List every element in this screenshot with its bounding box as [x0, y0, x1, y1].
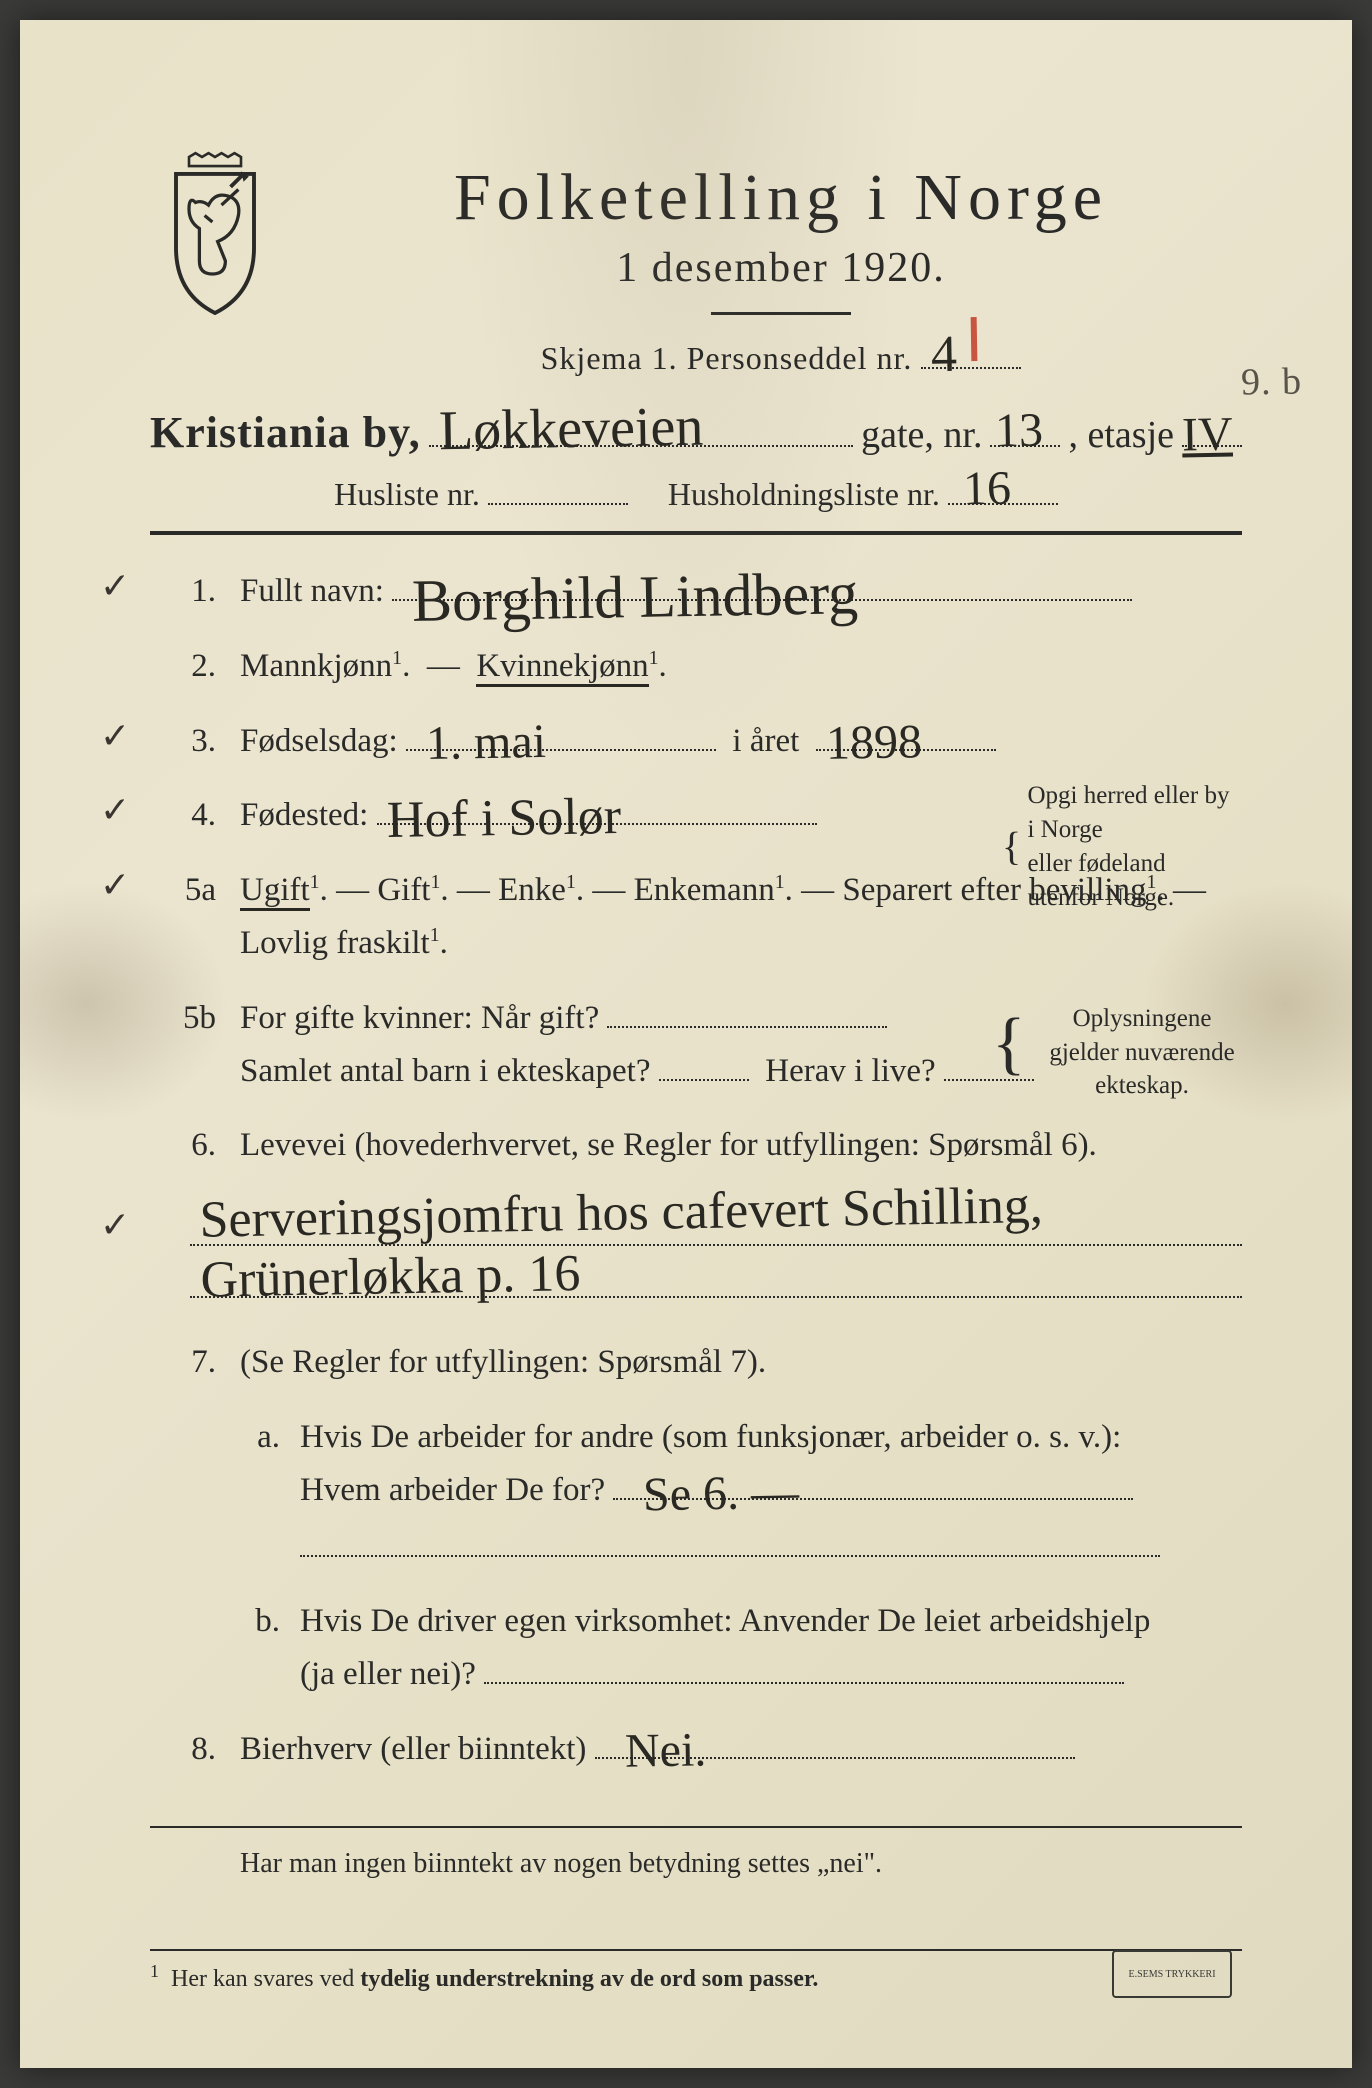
q4-note1: Opgi herred eller by i Norge — [1027, 782, 1229, 843]
q2-female: Kvinnekjønn — [476, 648, 648, 687]
main-title: Folketelling i Norge — [320, 160, 1242, 236]
street-name: Løkkeveien — [438, 395, 703, 464]
question-8: 8. Bierhverv (eller biinntekt) Nei. — [150, 1723, 1242, 1776]
q7b-text1: Hvis De driver egen virksomhet: Anvender… — [300, 1603, 1150, 1639]
printer-stamp: E.SEMS TRYKKERI — [1112, 1950, 1232, 1998]
footnote: 1 Her kan svares ved tydelig understrekn… — [150, 1949, 1242, 1993]
full-name: Borghild Lindberg — [411, 545, 859, 649]
q8-num: 8. — [150, 1731, 240, 1768]
address-line: Kristiania by, Løkkeveien gate, nr. 13 ,… — [150, 407, 1242, 458]
q7a-text2: Hvem arbeider De for? — [300, 1472, 605, 1508]
checkmark-icon: ✓ — [100, 1204, 130, 1246]
q7-label: (Se Regler for utfyllingen: Spørsmål 7). — [240, 1336, 1242, 1389]
etasje-val: IV — [1182, 407, 1234, 463]
header: Folketelling i Norge 1 desember 1920. Sk… — [150, 140, 1242, 377]
checkmark-icon: ✓ — [100, 565, 130, 607]
q5b-num: 5b — [150, 1000, 240, 1037]
gate-nr: 13 — [995, 403, 1044, 459]
pencil-annotation: 9. b — [1241, 359, 1303, 404]
q5b-s1: Oplysningene — [1073, 1005, 1212, 1032]
question-6: 6. Levevei (hovederhvervet, se Regler fo… — [150, 1119, 1242, 1172]
q6-label: Levevei (hovederhvervet, se Regler for u… — [240, 1119, 1242, 1172]
q5b-line1: For gifte kvinner: Når gift? — [240, 1000, 599, 1036]
q5a-opt3: Enkemann — [634, 872, 775, 908]
title-rule — [711, 312, 851, 315]
husliste-label: Husliste nr. — [334, 476, 480, 512]
q3-num: 3. — [150, 723, 240, 760]
question-2: 2. Mannkjønn1. — Kvinnekjønn1. — [150, 640, 1242, 693]
q7b-label: b. — [150, 1603, 300, 1640]
checkmark-icon: ✓ — [100, 715, 130, 757]
q5a-opt1: Gift — [377, 872, 430, 908]
q8-label: Bierhverv (eller biinntekt) — [240, 1731, 586, 1767]
etasje-label: , etasje — [1068, 413, 1174, 457]
checkmark-icon: ✓ — [100, 789, 130, 831]
question-4: ✓ 4. Fødested: Hof i Solør { Opgi herred… — [150, 789, 1242, 842]
q5b-s2: gjelder nuværende — [1049, 1039, 1234, 1066]
question-7: 7. (Se Regler for utfyllingen: Spørsmål … — [150, 1336, 1242, 1389]
q6-answer: Serveringsjomfru hos cafevert Schilling,… — [199, 1173, 1201, 1310]
q2-num: 2. — [150, 648, 240, 685]
question-7b: b. Hvis De driver egen virksomhet: Anven… — [150, 1595, 1242, 1701]
q2-male: Mannkjønn — [240, 648, 392, 684]
question-1: ✓ 1. Fullt navn: Borghild Lindberg — [150, 565, 1242, 618]
q6-num: 6. — [150, 1127, 240, 1164]
q5a-last: Lovlig fraskilt — [240, 925, 430, 961]
footnote-text: Her kan svares ved tydelig understreknin… — [171, 1966, 818, 1992]
q5b-s3: ekteskap. — [1095, 1072, 1189, 1099]
q7a-label: a. — [150, 1419, 300, 1456]
question-3: ✓ 3. Fødselsdag: 1. mai i året 1898 — [150, 715, 1242, 768]
city-label: Kristiania by, — [150, 407, 421, 458]
birthplace: Hof i Solør — [386, 775, 621, 862]
husliste-line: Husliste nr. Husholdningsliste nr. 16 — [150, 476, 1242, 513]
q5a-opt4: Separert efter bevilling — [842, 872, 1146, 908]
q5b-line2b: Herav i live? — [765, 1053, 935, 1089]
birth-year: 1898 — [825, 704, 922, 782]
coat-of-arms-icon — [150, 150, 280, 320]
q7a-text1: Hvis De arbeider for andre (som funksjon… — [300, 1419, 1121, 1455]
question-5a: ✓ 5a Ugift1. — Gift1. — Enke1. — Enkeman… — [150, 864, 1242, 970]
title-block: Folketelling i Norge 1 desember 1920. Sk… — [320, 140, 1242, 377]
q4-label: Fødested: — [240, 797, 368, 833]
q5a-opt0: Ugift — [240, 872, 310, 911]
red-mark — [971, 317, 982, 361]
q1-num: 1. — [150, 573, 240, 610]
q3-mid: i året — [732, 723, 799, 759]
census-form-page: Folketelling i Norge 1 desember 1920. Sk… — [20, 20, 1352, 2068]
q5a-opt2: Enke — [498, 872, 566, 908]
birth-day: 1. mai — [425, 704, 546, 783]
q5b-line2a: Samlet antal barn i ekteskapet? — [240, 1053, 651, 1089]
q4-num: 4. — [150, 797, 240, 834]
q8-note: Har man ingen biinntekt av nogen betydni… — [240, 1848, 1242, 1880]
q6-answer-area: ✓ Serveringsjomfru hos cafevert Schillin… — [190, 1194, 1242, 1314]
skjema-line: Skjema 1. Personseddel nr. 4 9. b — [320, 340, 1242, 377]
q7-num: 7. — [150, 1344, 240, 1381]
hushold-nr: 16 — [962, 461, 1011, 517]
divider-2 — [150, 1826, 1242, 1828]
subtitle: 1 desember 1920. — [320, 244, 1242, 292]
q1-label: Fullt navn: — [240, 573, 384, 609]
stamp-text: E.SEMS TRYKKERI — [1128, 1969, 1215, 1980]
gate-label: gate, nr. — [861, 413, 982, 457]
q3-label: Fødselsdag: — [240, 723, 398, 759]
checkmark-icon: ✓ — [100, 864, 130, 906]
hushold-label: Husholdningsliste nr. — [668, 476, 940, 512]
q8-answer: Nei. — [624, 1712, 707, 1790]
q5a-num: 5a — [150, 872, 240, 909]
q7b-text2: (ja eller nei)? — [300, 1656, 476, 1692]
footnote-marker: 1 — [150, 1961, 159, 1981]
q5b-side-note: { Oplysningene gjelder nuværende ekteska… — [1012, 1002, 1272, 1103]
divider-1 — [150, 531, 1242, 535]
question-7a: a. Hvis De arbeider for andre (som funks… — [150, 1411, 1242, 1573]
skjema-label: Skjema 1. Personseddel nr. — [541, 340, 913, 376]
seddel-nr: 4 — [931, 325, 959, 384]
question-5b: 5b For gifte kvinner: Når gift? Samlet a… — [150, 992, 1242, 1098]
